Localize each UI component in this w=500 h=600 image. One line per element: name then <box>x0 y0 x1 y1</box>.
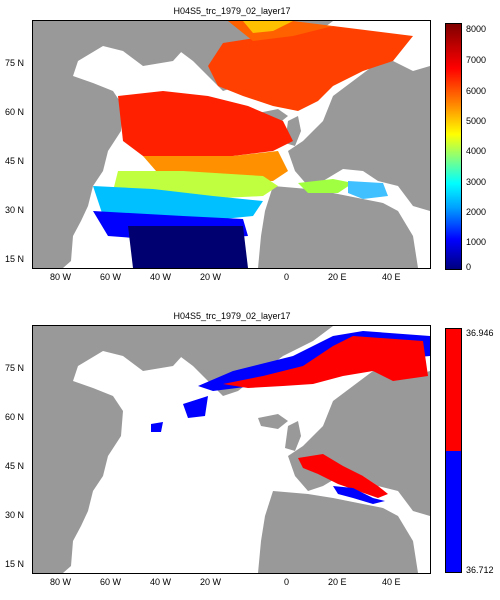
lat-tick: 75 N <box>5 363 25 373</box>
field-labrador-blue-2 <box>151 422 163 432</box>
colorbar-discrete <box>445 328 462 573</box>
lon-tick: 80 W <box>50 272 72 282</box>
lat-tick: 30 N <box>5 205 25 215</box>
lon-tick: 40 E <box>382 272 401 282</box>
map-canvas <box>33 326 430 573</box>
uk <box>285 421 301 451</box>
lon-tick: 20 W <box>200 577 222 587</box>
colorbar-tick: 3000 <box>466 177 487 187</box>
field-abyss <box>128 226 248 268</box>
lat-tick: 45 N <box>5 156 25 166</box>
field-med <box>298 179 353 193</box>
field-arctic <box>208 26 413 111</box>
colorbar-tick: 36.712 <box>466 565 494 575</box>
colorbar-swatch-low <box>446 450 461 572</box>
tracer-field <box>151 331 430 504</box>
lat-tick: 30 N <box>5 510 25 520</box>
colorbar-tick: 0 <box>466 262 472 272</box>
map-frame <box>32 20 431 269</box>
field-east-med <box>348 181 388 199</box>
lon-tick: 20 W <box>200 272 222 282</box>
africa <box>258 186 418 268</box>
field-arctic-red <box>223 336 428 388</box>
lon-tick: 40 E <box>382 577 401 587</box>
colorbar-tick: 36.946 <box>466 328 494 338</box>
north-america <box>33 326 243 573</box>
field-labrador-blue <box>183 396 208 418</box>
field-arctic-yellow <box>243 21 293 33</box>
colorbar-tick: 1000 <box>466 237 487 247</box>
lat-tick: 60 N <box>5 107 25 117</box>
lon-tick: 60 W <box>100 577 122 587</box>
lon-tick: 40 W <box>150 577 172 587</box>
land-masses <box>33 326 430 573</box>
field-sub-blue <box>93 186 263 221</box>
field-med-red <box>298 454 388 498</box>
lon-tick: 0 <box>284 272 290 282</box>
colorbar-tick: 8000 <box>466 24 487 34</box>
lon-tick: 80 W <box>50 577 72 587</box>
lon-tick: 40 W <box>150 272 172 282</box>
field-med-blue <box>333 486 385 504</box>
tracer-field <box>93 21 413 268</box>
colorbar-tick: 6000 <box>466 86 487 96</box>
colorbar-tick: 2000 <box>466 207 487 217</box>
map-canvas <box>33 21 430 268</box>
field-north <box>118 91 293 161</box>
lat-tick: 75 N <box>5 58 25 68</box>
lon-tick: 20 E <box>328 272 347 282</box>
lat-tick: 15 N <box>5 559 25 569</box>
europe <box>288 61 430 211</box>
lon-tick: 20 E <box>328 577 347 587</box>
colorbar-tick: 4000 <box>466 146 487 156</box>
lat-tick: 15 N <box>5 254 25 264</box>
colorbar-tick: 5000 <box>466 116 487 126</box>
lon-tick: 0 <box>284 577 290 587</box>
greenland <box>163 326 333 396</box>
map-frame <box>32 325 431 574</box>
lat-tick: 60 N <box>5 412 25 422</box>
colorbar-swatch-high <box>446 329 461 451</box>
colorbar-continuous <box>445 23 462 270</box>
iceland <box>258 414 288 429</box>
lon-tick: 60 W <box>100 272 122 282</box>
colorbar-tick: 7000 <box>466 55 487 65</box>
north-america <box>33 21 243 268</box>
panel-title: H04S5_trc_1979_02_layer17 <box>173 311 291 321</box>
lat-tick: 45 N <box>5 461 25 471</box>
panel-title: H04S5_trc_1979_02_layer17 <box>173 6 291 16</box>
africa <box>258 491 418 573</box>
europe <box>288 366 430 516</box>
